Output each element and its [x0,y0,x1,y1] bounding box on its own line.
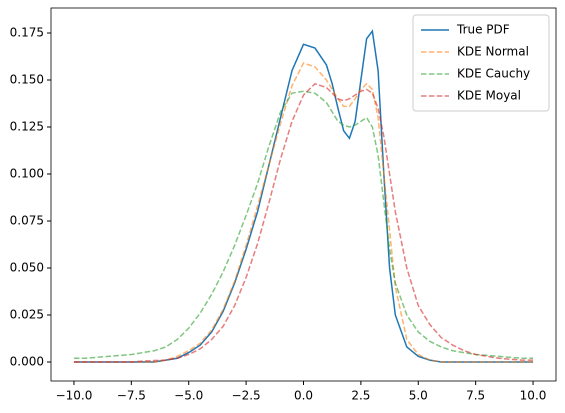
series-line [73,90,534,359]
x-tick-label: 5.0 [409,389,428,403]
legend-label: KDE Moyal [457,89,521,103]
legend-box [412,14,550,112]
axes-frame [50,7,557,382]
x-tick-label: −10.0 [56,389,93,403]
legend-label: KDE Normal [457,45,529,59]
y-tick-label: 0.175 [10,26,44,40]
y-tick-label: 0.075 [10,214,44,228]
y-tick-label: 0.050 [10,261,44,275]
y-tick-label: 0.125 [10,120,44,134]
y-tick-label: 0.100 [10,167,44,181]
x-tick-label: −5.0 [174,389,203,403]
x-tick-label: 10.0 [520,389,547,403]
legend-label: KDE Cauchy [457,67,530,81]
series-line [73,82,534,363]
x-tick-label: −7.5 [117,389,146,403]
x-tick-label: −2.5 [232,389,261,403]
y-tick-label: 0.000 [10,355,44,369]
y-tick-label: 0.150 [10,73,44,87]
x-tick-label: 2.5 [351,389,370,403]
y-tick-label: 0.025 [10,308,44,322]
x-tick-label: 7.5 [466,389,485,403]
legend-label: True PDF [456,23,510,37]
legend: True PDF KDE Normal KDE Cauchy KDE Moyal [412,14,550,112]
x-tick-label: 0.0 [294,389,313,403]
